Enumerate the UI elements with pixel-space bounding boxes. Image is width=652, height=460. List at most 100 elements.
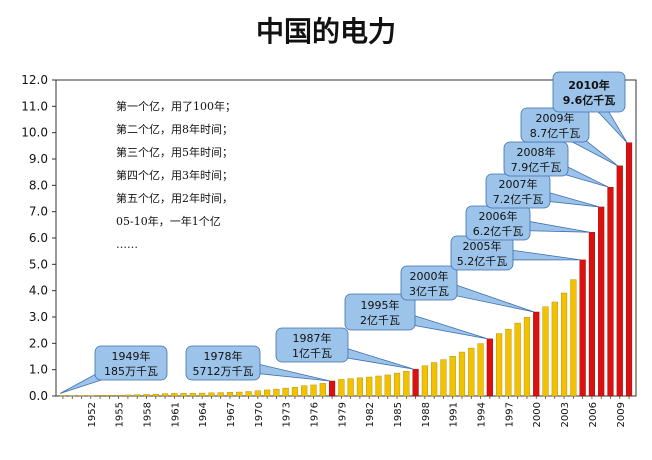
x-tick-label: 2009 [616,402,627,427]
y-tick-label: 2.0 [29,336,48,350]
bar [143,394,150,397]
x-tick-label: 2006 [588,402,599,427]
bar-highlight [625,142,633,397]
y-tick-label: 12.0 [21,73,48,87]
bar [366,376,373,397]
callout-value: 9.6亿千瓦 [563,93,616,107]
bar [59,395,67,397]
callout-value: 1亿千瓦 [292,347,332,360]
bar-highlight [588,232,595,397]
x-tick-label: 1952 [87,402,98,427]
bar [523,317,531,397]
callout-year: 2000年 [410,269,449,283]
callout-year: 2009年 [536,111,575,125]
callout-box [185,345,261,381]
callout-value: 7.9亿千瓦 [511,161,562,174]
x-tick-label: 1988 [421,402,432,427]
bar [282,387,289,397]
x-tick-label: 1961 [170,402,181,427]
callout-value: 5.2亿千瓦 [457,255,508,268]
callout-value: 5712万千瓦 [193,365,254,378]
bar [87,395,94,397]
bar [208,392,215,397]
y-tick-label: 4.0 [29,284,48,298]
bar [347,378,354,397]
bar [106,395,113,397]
callout-year: 2008年 [517,145,556,159]
x-tick-label: 1967 [226,402,237,427]
bar [134,394,141,397]
bar [273,388,280,397]
y-tick-label: 11.0 [21,99,48,113]
bar [291,387,299,397]
y-tick-label: 5.0 [29,257,48,271]
bar [458,351,466,397]
y-tick-label: 7.0 [29,205,48,219]
bar [468,347,475,397]
bar-highlight [616,165,623,397]
bar [301,385,308,397]
y-tick-label: 0.0 [29,389,48,403]
callout-year: 2007年 [499,177,538,191]
callout-box [94,345,168,381]
callout-value: 7.2亿千瓦 [493,193,544,206]
y-tick-label: 9.0 [29,152,48,166]
callout-value: 3亿千瓦 [409,285,449,298]
bar-highlight [329,380,336,397]
bar [115,395,122,397]
bar [477,343,484,397]
bar [514,322,521,397]
bar [226,392,234,397]
callout-value: 2亿千瓦 [360,314,400,327]
bar [161,393,169,397]
note-line: 05-10年，一年1个亿 [116,214,221,228]
x-tick-label: 1964 [198,402,209,427]
bar [570,279,577,397]
bar [496,333,503,397]
y-tick-label: 6.0 [29,231,48,245]
bar [124,394,131,397]
bar [431,362,438,397]
callout-year: 1978年 [204,349,243,363]
note-line: 第三个亿，用5年时间； [116,145,233,159]
bar [375,375,382,397]
callout-year: 2010年 [568,78,610,92]
bar [236,391,243,397]
callout-box [275,327,349,363]
bar [319,383,326,397]
bar [199,392,206,397]
bar [310,384,317,397]
callout-year: 2005年 [463,239,502,253]
x-tick-label: 2003 [560,402,571,427]
bar [542,306,549,397]
bar [69,395,76,397]
y-tick-label: 1.0 [29,363,48,377]
x-tick-label: 1991 [449,402,460,427]
bar [393,372,401,397]
bar [384,374,391,397]
bar [217,392,224,397]
x-tick-label: 1979 [337,402,348,427]
callout-year: 1987年 [293,331,332,345]
y-tick-label: 10.0 [21,126,48,140]
bar [152,393,159,397]
callout-box [400,265,458,301]
callout-box [344,293,416,331]
bar [421,365,428,397]
bar [264,389,271,397]
x-tick-label: 1958 [142,402,153,427]
bar-highlight [607,186,614,397]
bar [254,390,261,397]
bar [97,395,104,397]
bar-highlight [533,311,540,397]
note-line: …… [116,238,138,251]
bar [551,301,558,397]
x-tick-label: 2000 [532,402,543,427]
x-tick-label: 1955 [115,402,126,427]
note-line: 第一个亿，用了100年； [116,99,236,113]
bar [338,379,345,397]
note-line: 第二个亿，用8年时间； [116,122,233,136]
note-line: 第五个亿，用2年时间， [116,191,233,205]
chart-title: 中国的电力 [255,15,396,48]
